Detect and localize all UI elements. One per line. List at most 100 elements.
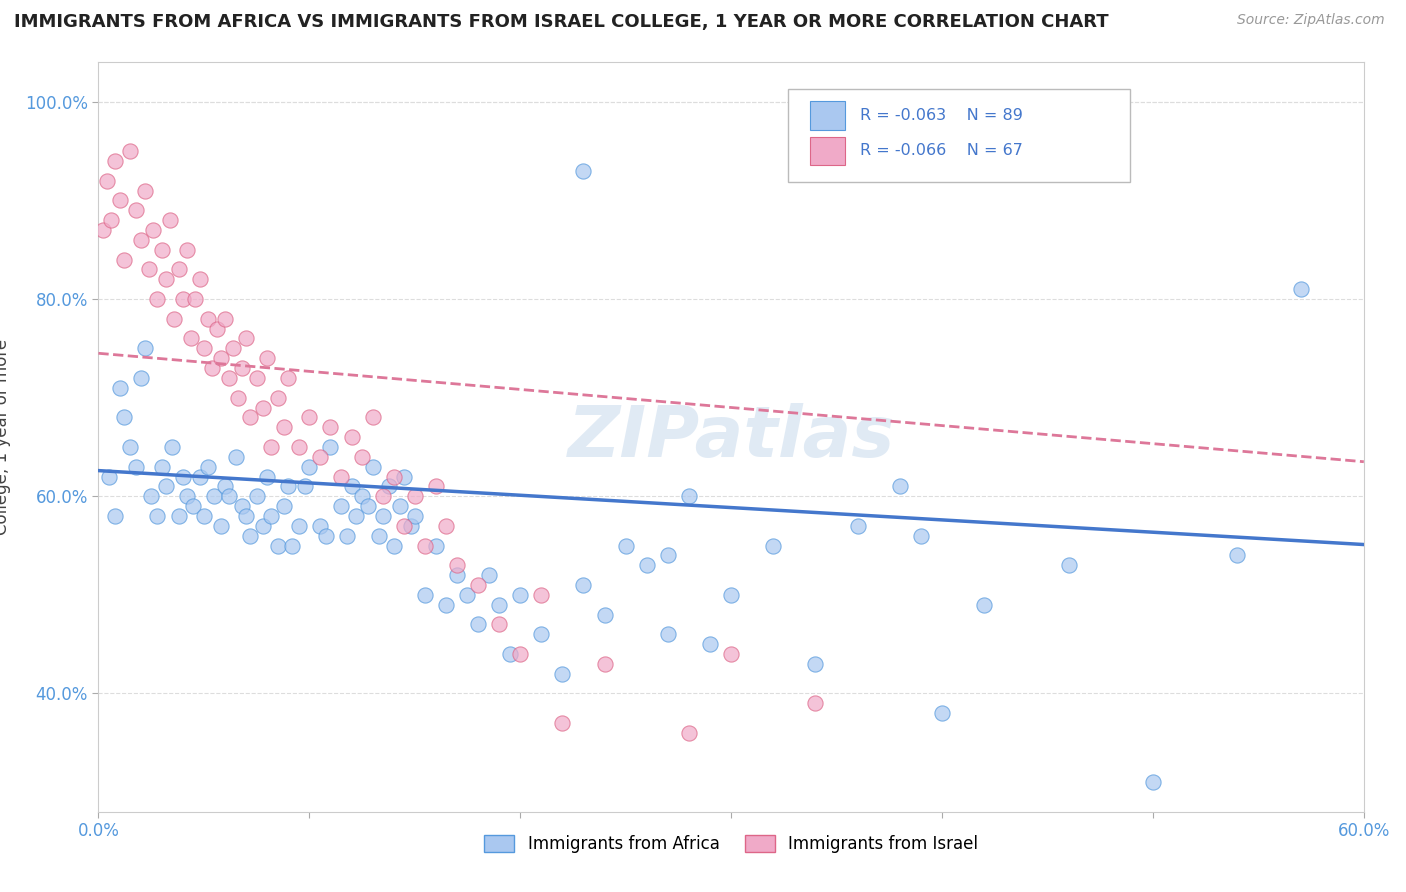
FancyBboxPatch shape	[789, 88, 1130, 182]
Point	[108, 381, 131, 395]
Point	[163, 311, 186, 326]
Point	[551, 666, 574, 681]
Point	[309, 450, 332, 464]
Point	[125, 459, 148, 474]
Point	[134, 342, 156, 356]
Bar	[810, 136, 845, 165]
Point	[183, 499, 205, 513]
Point	[530, 627, 553, 641]
Point	[231, 361, 253, 376]
Point	[209, 518, 232, 533]
Point	[159, 213, 181, 227]
Point	[804, 657, 827, 671]
Point	[104, 508, 127, 523]
Point	[330, 499, 353, 513]
Point	[593, 657, 616, 671]
Point	[846, 518, 869, 533]
Point	[467, 578, 489, 592]
Text: ZIPatlas: ZIPatlas	[568, 402, 894, 472]
Point	[488, 598, 510, 612]
Point	[804, 696, 827, 710]
Point	[98, 469, 121, 483]
Point	[267, 391, 290, 405]
Point	[699, 637, 721, 651]
Point	[167, 508, 190, 523]
Point	[404, 508, 426, 523]
Point	[150, 243, 173, 257]
Point	[225, 450, 247, 464]
Point	[413, 588, 436, 602]
Point	[762, 539, 785, 553]
Point	[973, 598, 995, 612]
Point	[330, 469, 353, 483]
Point	[246, 371, 269, 385]
Point	[214, 479, 236, 493]
Point	[256, 351, 278, 366]
Point	[125, 203, 148, 218]
Point	[371, 508, 394, 523]
Point	[273, 420, 295, 434]
Point	[572, 164, 595, 178]
Point	[530, 588, 553, 602]
Point	[204, 489, 226, 503]
Point	[273, 499, 295, 513]
Point	[294, 479, 316, 493]
Point	[319, 440, 342, 454]
Point	[678, 726, 700, 740]
Point	[340, 430, 363, 444]
Text: R = -0.066    N = 67: R = -0.066 N = 67	[860, 144, 1024, 159]
Point	[319, 420, 342, 434]
Point	[180, 331, 202, 345]
Point	[172, 469, 194, 483]
Point	[404, 489, 426, 503]
Point	[146, 292, 169, 306]
Text: R = -0.063    N = 89: R = -0.063 N = 89	[860, 108, 1024, 123]
Point	[205, 321, 228, 335]
Point	[1289, 282, 1312, 296]
Point	[657, 549, 679, 563]
Point	[425, 479, 447, 493]
Point	[267, 539, 290, 553]
Point	[287, 518, 309, 533]
Point	[134, 184, 156, 198]
Point	[100, 213, 122, 227]
Point	[141, 489, 163, 503]
Point	[277, 371, 299, 385]
Point	[298, 459, 321, 474]
Point	[287, 440, 309, 454]
Point	[188, 469, 211, 483]
Point	[120, 144, 141, 158]
Point	[167, 262, 190, 277]
Point	[197, 311, 219, 326]
Point	[352, 489, 374, 503]
Point	[222, 342, 245, 356]
Point	[226, 391, 249, 405]
Point	[388, 499, 412, 513]
Point	[104, 154, 127, 169]
Point	[340, 479, 363, 493]
Point	[129, 371, 152, 385]
Point	[436, 598, 458, 612]
Point	[382, 539, 405, 553]
Point	[246, 489, 269, 503]
Point	[231, 499, 253, 513]
Point	[193, 508, 215, 523]
Point	[172, 292, 194, 306]
Point	[720, 588, 742, 602]
Point	[142, 223, 165, 237]
Point	[218, 371, 240, 385]
Point	[91, 223, 114, 237]
Point	[309, 518, 332, 533]
Point	[252, 401, 274, 415]
Point	[252, 518, 274, 533]
Point	[120, 440, 141, 454]
Point	[394, 518, 416, 533]
Y-axis label: College, 1 year or more: College, 1 year or more	[0, 339, 11, 535]
Point	[260, 440, 283, 454]
Point	[425, 539, 447, 553]
Point	[214, 311, 236, 326]
Point	[499, 647, 522, 661]
Point	[256, 469, 278, 483]
Point	[336, 529, 359, 543]
Point	[368, 529, 391, 543]
